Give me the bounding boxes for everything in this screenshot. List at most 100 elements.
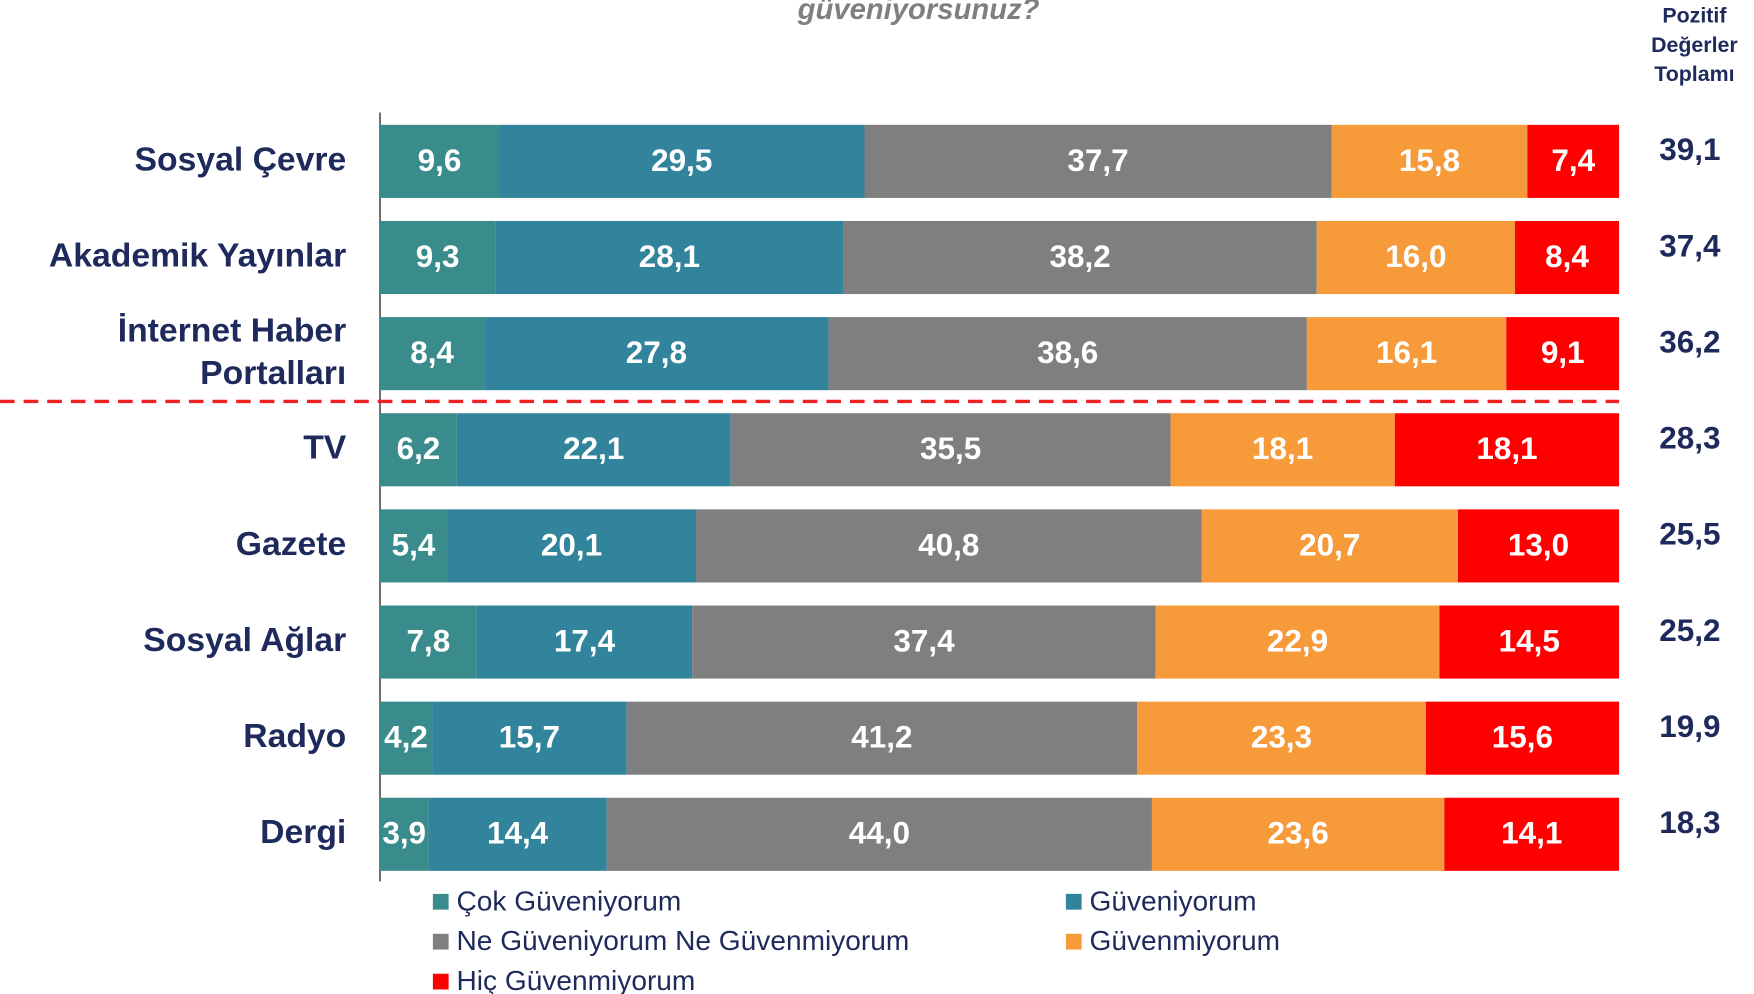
value-label: 37,4 <box>893 623 955 658</box>
legend-swatch <box>432 933 449 950</box>
category-label: Gazete <box>236 525 347 563</box>
bar-segment <box>606 797 1152 871</box>
bar-segment <box>380 124 499 198</box>
bar-segment <box>1506 317 1620 391</box>
total-label: 39,1 <box>1659 132 1720 167</box>
value-label: 7,8 <box>406 623 450 658</box>
bar-segment <box>1394 413 1620 487</box>
legend-swatch <box>432 893 449 910</box>
legend-label: Güveniyorum <box>1090 885 1257 916</box>
bar-segment <box>428 797 607 871</box>
bar-segment <box>495 220 844 295</box>
value-label: 20,7 <box>1299 527 1360 562</box>
total-label: 28,3 <box>1659 421 1720 456</box>
value-label: 6,2 <box>397 431 441 466</box>
total-label: 37,4 <box>1659 228 1721 263</box>
category-label: Radyo <box>243 717 346 755</box>
value-label: 22,1 <box>563 431 624 466</box>
bar-segment <box>1514 220 1620 295</box>
bar-segment <box>432 701 627 775</box>
category-label: Sosyal Çevre <box>134 140 346 178</box>
totals-header: Pozitif <box>1662 4 1727 28</box>
bar-segment <box>1458 509 1620 583</box>
legend-label: Ne Güveniyorum Ne Güvenmiyorum <box>456 925 909 956</box>
legend-swatch <box>432 973 449 990</box>
value-label: 16,1 <box>1376 335 1437 370</box>
bar-segment <box>380 605 477 679</box>
bar-segment <box>1306 317 1507 391</box>
value-label: 23,3 <box>1251 720 1312 755</box>
bar-segment <box>695 509 1202 583</box>
value-label: 38,2 <box>1049 239 1110 274</box>
value-label: 8,4 <box>1545 239 1589 274</box>
value-label: 15,8 <box>1399 143 1460 178</box>
bar-segment <box>1151 797 1445 871</box>
bar-segment <box>1170 413 1395 487</box>
bar-segment <box>828 317 1307 391</box>
value-label: 37,7 <box>1067 143 1128 178</box>
value-label: 13,0 <box>1508 527 1569 562</box>
bar-segment <box>864 124 1332 198</box>
category-label: Akademik Yayınlar <box>49 236 346 274</box>
bar-segment <box>1155 605 1440 679</box>
value-label: 35,5 <box>920 431 981 466</box>
legend-swatch <box>1065 933 1082 950</box>
total-label: 25,2 <box>1659 613 1720 648</box>
bar-segment <box>446 509 696 583</box>
bar-segment <box>1425 701 1620 775</box>
value-label: 5,4 <box>392 527 436 562</box>
value-label: 23,6 <box>1268 816 1329 851</box>
value-label: 15,6 <box>1492 720 1553 755</box>
bar-segment <box>476 605 693 679</box>
value-label: 38,6 <box>1037 335 1098 370</box>
bar-segment <box>1201 509 1459 583</box>
bar-segment <box>498 124 865 198</box>
value-label: 44,0 <box>849 816 910 851</box>
bar-segment <box>730 413 1171 487</box>
value-label: 15,7 <box>499 720 560 755</box>
value-label: 18,1 <box>1252 431 1313 466</box>
bar-segment <box>1439 605 1620 679</box>
value-label: 40,8 <box>918 527 979 562</box>
category-label: Sosyal Ağlar <box>143 621 346 659</box>
value-label: 18,1 <box>1476 431 1537 466</box>
total-label: 18,3 <box>1659 805 1720 840</box>
value-label: 29,5 <box>651 143 712 178</box>
value-label: 27,8 <box>626 335 687 370</box>
bar-segment <box>380 509 447 583</box>
total-label: 19,9 <box>1659 709 1720 744</box>
category-label-line: Portalları <box>200 354 346 392</box>
value-label: 16,0 <box>1385 239 1446 274</box>
bar-segment <box>843 220 1317 295</box>
value-label: 17,4 <box>554 623 616 658</box>
value-label: 3,9 <box>382 816 426 851</box>
bar-segment <box>456 413 731 487</box>
value-label: 20,1 <box>541 527 602 562</box>
category-label-line: İnternet Haber <box>118 311 347 349</box>
legend-swatch <box>1065 893 1082 910</box>
value-label: 9,3 <box>416 239 460 274</box>
value-label: 9,6 <box>418 143 462 178</box>
value-label: 4,2 <box>384 720 428 755</box>
bar-segment <box>380 413 457 487</box>
category-label: TV <box>303 429 347 467</box>
category-label: İnternet Haber Portalları <box>118 311 347 392</box>
total-label: 36,2 <box>1659 324 1720 359</box>
bar-segment <box>692 605 1156 679</box>
bar-segment <box>1316 220 1515 295</box>
value-label: 14,1 <box>1501 816 1562 851</box>
value-label: 9,1 <box>1541 335 1585 370</box>
bar-segment <box>380 317 485 391</box>
bar-segment <box>1137 701 1426 775</box>
totals-header: Toplamı <box>1654 62 1734 86</box>
legend-label: Hiç Güvenmiyorum <box>456 965 695 994</box>
value-label: 7,4 <box>1551 143 1595 178</box>
bar-segment <box>626 701 1138 775</box>
value-label: 8,4 <box>410 335 454 370</box>
bar-segment <box>484 317 829 391</box>
category-label: Dergi <box>260 813 346 851</box>
value-label: 28,1 <box>639 239 700 274</box>
totals-header: Değerler <box>1651 33 1738 57</box>
bar-segment <box>380 797 429 871</box>
